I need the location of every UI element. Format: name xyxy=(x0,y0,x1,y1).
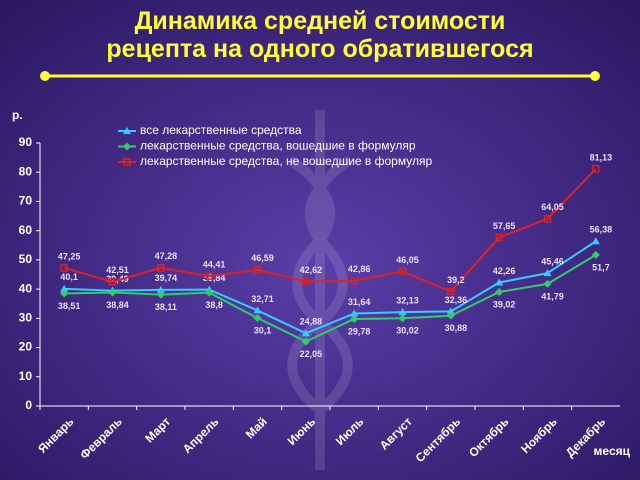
marker xyxy=(301,337,310,346)
value-label: 38,51 xyxy=(58,301,81,311)
marker xyxy=(60,284,69,292)
value-label: 38,8 xyxy=(205,300,223,310)
marker xyxy=(495,233,503,242)
marker xyxy=(123,158,131,166)
value-label: 47,28 xyxy=(155,251,178,261)
value-label: 42,86 xyxy=(348,264,371,274)
value-label: 40,1 xyxy=(60,272,78,282)
value-label: 46,59 xyxy=(251,253,274,263)
marker xyxy=(301,329,310,337)
value-label: 56,38 xyxy=(590,225,613,235)
value-label: 32,71 xyxy=(251,294,274,304)
y-tick-label: 0 xyxy=(25,398,32,412)
value-label: 32,36 xyxy=(445,295,468,305)
marker xyxy=(350,309,359,317)
marker xyxy=(156,290,165,299)
value-label: 42,62 xyxy=(300,265,323,275)
marker xyxy=(253,306,262,314)
marker xyxy=(108,288,117,297)
rule-dot xyxy=(40,71,50,81)
marker xyxy=(446,307,455,315)
caduceus xyxy=(287,110,353,470)
y-tick-label: 50 xyxy=(19,252,33,266)
legend-label: лекарственные средства, вошедшие в форму… xyxy=(140,139,416,153)
value-label: 39,49 xyxy=(106,274,129,284)
marker xyxy=(398,314,407,323)
marker xyxy=(157,264,165,272)
legend-label: лекарственные средства, не вошедшие в фо… xyxy=(140,154,432,168)
value-label: 30,02 xyxy=(396,326,419,336)
chart-title: Динамика средней стоимости рецепта на одн… xyxy=(106,7,533,63)
marker xyxy=(495,287,504,296)
value-label: 81,13 xyxy=(590,152,613,162)
y-tick-label: 20 xyxy=(19,340,33,354)
value-label: 39,74 xyxy=(155,273,178,283)
y-tick-label: 80 xyxy=(19,164,33,178)
series-line xyxy=(64,240,597,335)
value-label: 29,78 xyxy=(348,326,371,336)
y-tick-label: 10 xyxy=(19,369,33,383)
y-tick-label: 60 xyxy=(19,223,33,237)
y-tick-label: 40 xyxy=(19,281,33,295)
x-axis-label: месяц xyxy=(594,444,631,458)
marker xyxy=(398,267,407,276)
value-label: 31,64 xyxy=(348,297,371,307)
value-label: 47,25 xyxy=(58,251,81,261)
marker xyxy=(123,127,131,134)
marker xyxy=(447,287,455,296)
marker xyxy=(446,311,455,320)
y-tick-label: 90 xyxy=(19,135,33,149)
marker xyxy=(543,269,552,277)
value-label: 30,1 xyxy=(254,325,272,335)
marker xyxy=(108,278,117,286)
marker xyxy=(591,250,600,259)
marker xyxy=(123,142,131,151)
value-label: 64,05 xyxy=(541,202,564,212)
marker xyxy=(592,165,600,173)
value-label: 57,65 xyxy=(493,221,516,231)
value-label: 45,46 xyxy=(541,257,564,267)
value-label: 51,7 xyxy=(592,262,610,272)
marker xyxy=(205,288,214,297)
y-axis-label: р. xyxy=(12,108,23,122)
value-label: 42,51 xyxy=(106,265,129,275)
y-tick-label: 30 xyxy=(19,311,33,325)
marker xyxy=(253,266,262,274)
y-tick-label: 70 xyxy=(19,194,33,208)
marker xyxy=(350,314,359,323)
value-label: 22,05 xyxy=(300,349,323,359)
marker xyxy=(591,237,600,245)
series-line xyxy=(63,168,597,293)
value-label: 38,84 xyxy=(106,300,129,310)
marker xyxy=(156,285,165,293)
series-line xyxy=(64,254,597,343)
marker xyxy=(60,264,68,272)
marker xyxy=(60,289,69,298)
marker xyxy=(398,308,407,316)
marker xyxy=(302,277,310,286)
value-label: 24,88 xyxy=(300,317,323,327)
value-label: 32,13 xyxy=(396,295,419,305)
marker xyxy=(543,279,552,288)
value-label: 39,84 xyxy=(203,273,226,283)
marker xyxy=(495,278,504,286)
marker xyxy=(205,272,213,280)
value-label: 41,79 xyxy=(541,291,564,301)
legend-label: все лекарственные средства xyxy=(140,123,302,137)
marker xyxy=(543,215,552,223)
rule-dot xyxy=(590,71,600,81)
value-label: 39,02 xyxy=(493,299,516,309)
value-label: 38,11 xyxy=(155,302,177,312)
value-label: 46,05 xyxy=(396,255,419,265)
value-label: 39,2 xyxy=(447,275,465,285)
value-label: 44,41 xyxy=(203,260,226,270)
value-label: 30,88 xyxy=(445,323,468,333)
marker xyxy=(253,314,262,323)
value-label: 42,26 xyxy=(493,266,516,276)
marker xyxy=(350,277,358,285)
